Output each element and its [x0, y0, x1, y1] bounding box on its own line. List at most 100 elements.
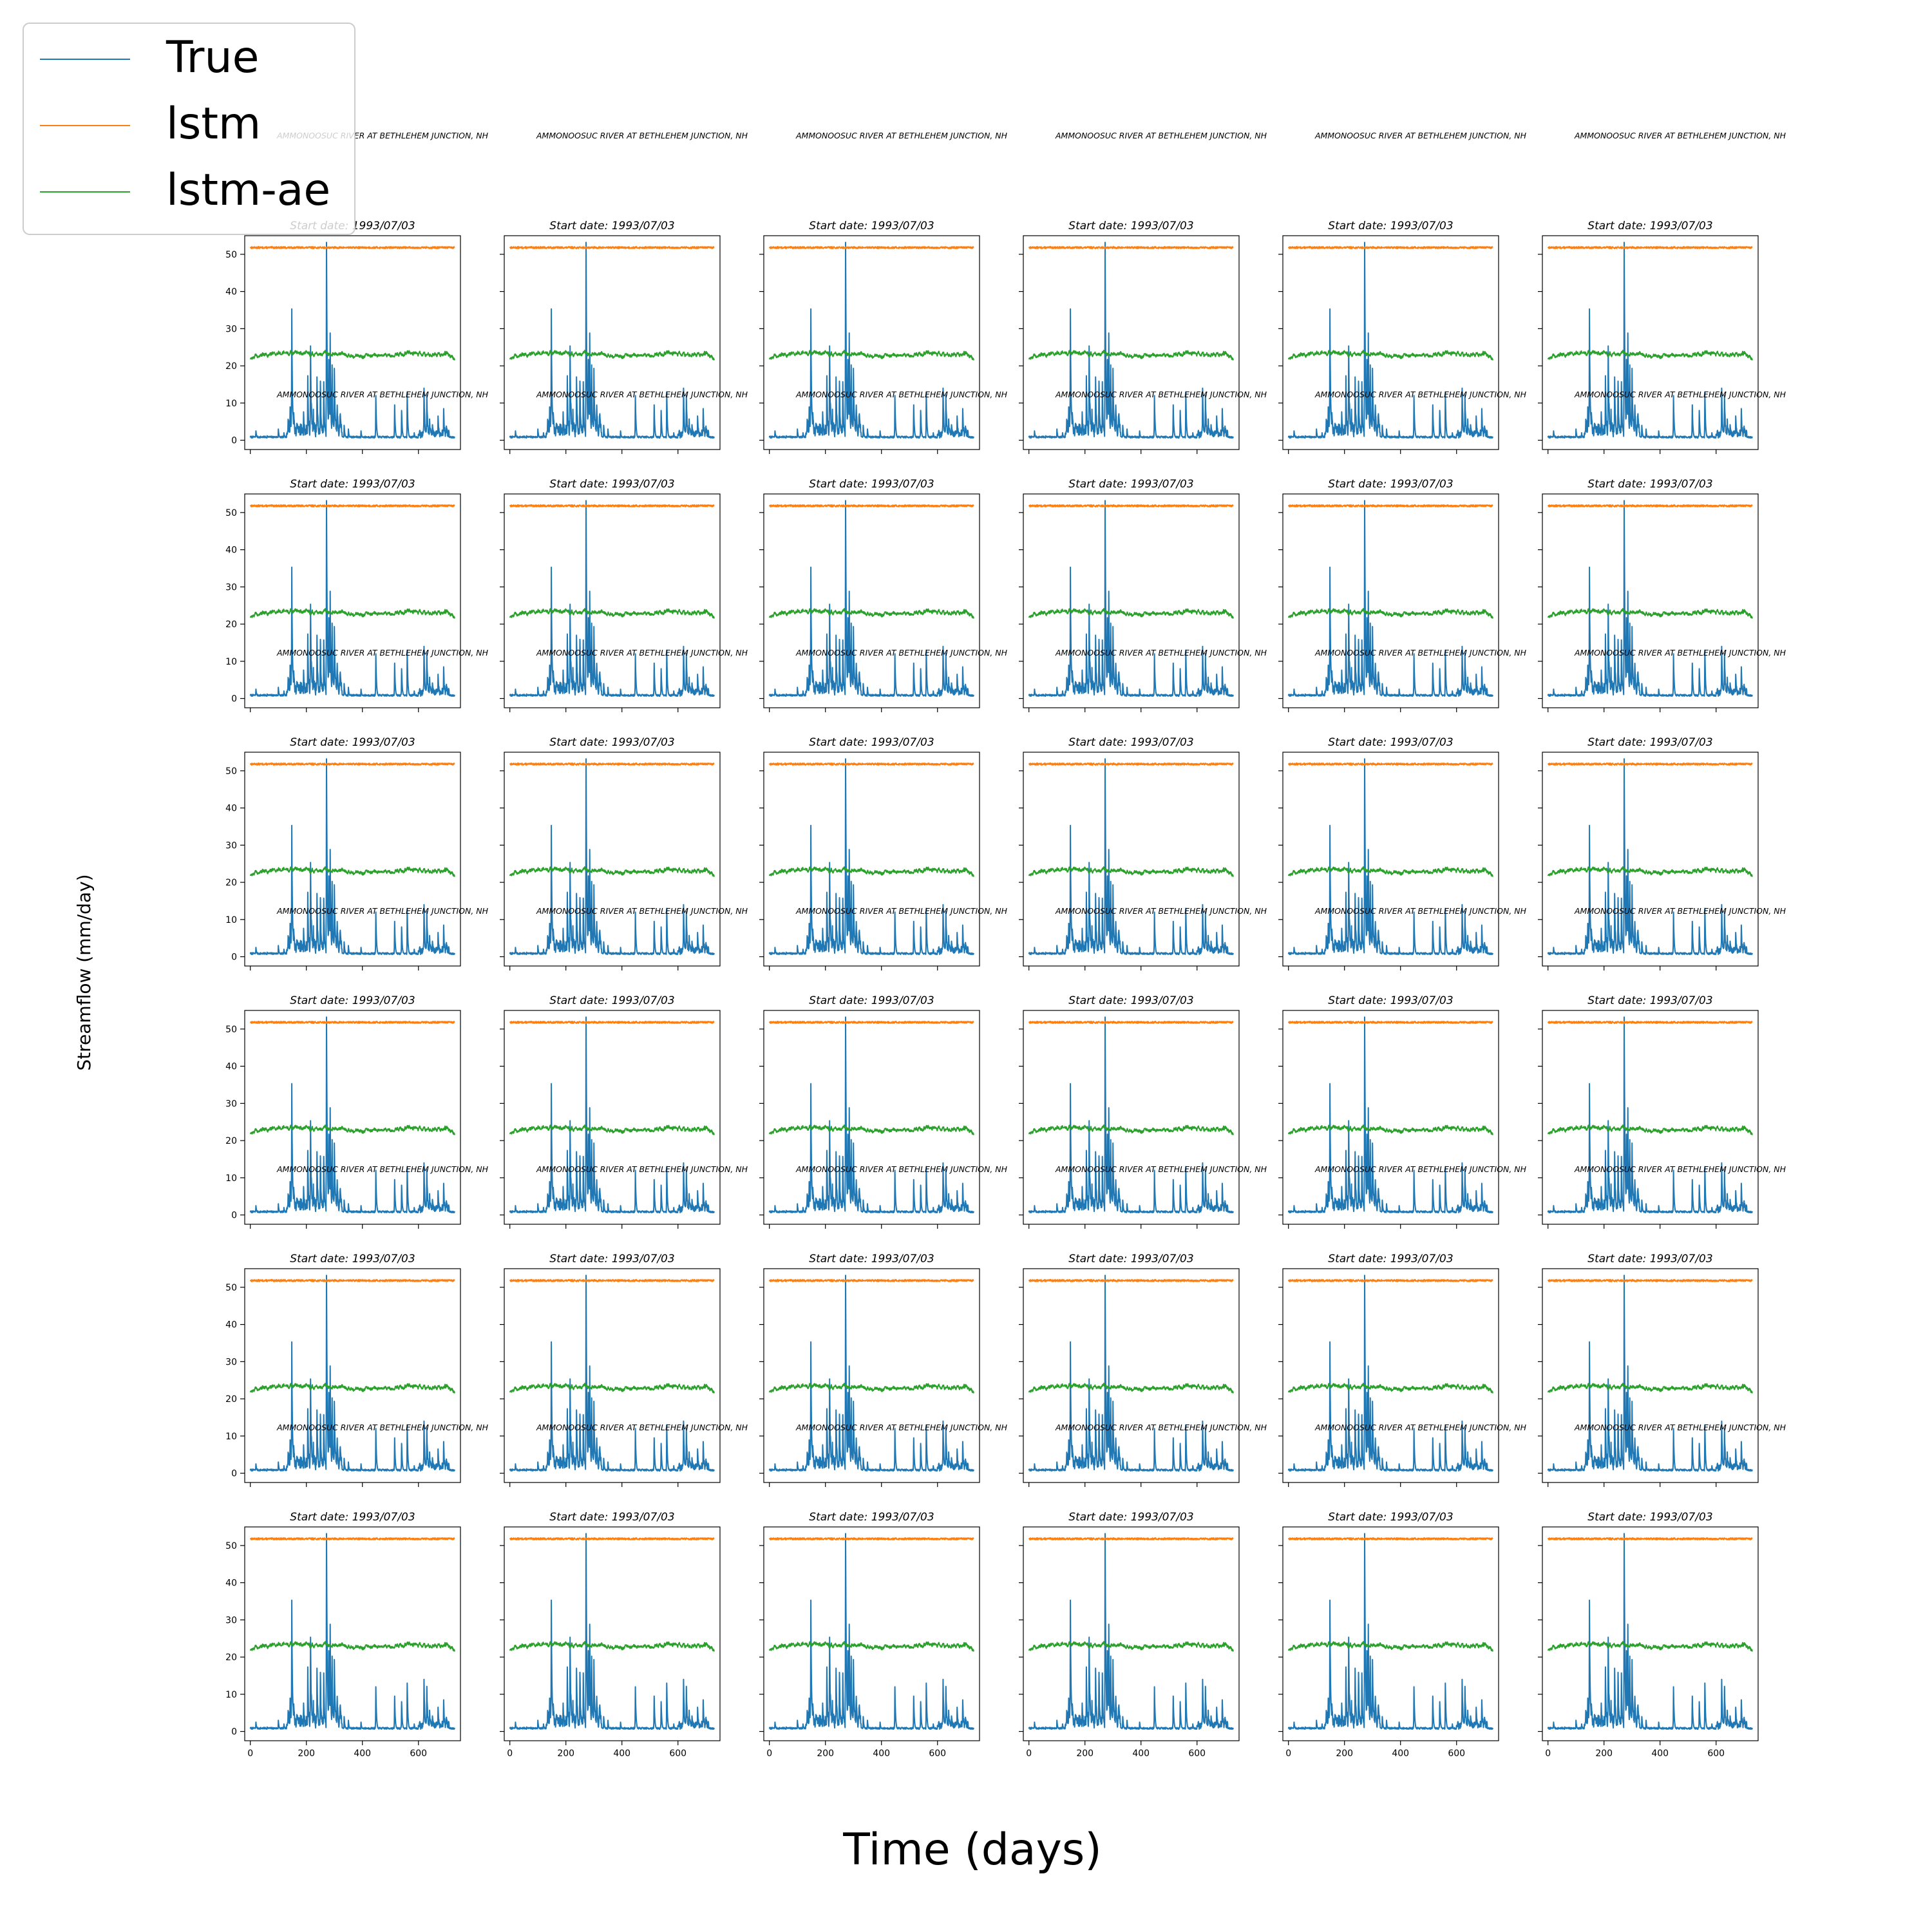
station-label: AMMONOOSUC RIVER AT BETHLEHEM JUNCTION, …: [1055, 131, 1267, 140]
subplot: Start date: 1993/07/03 AMMONOOSUC RIVER A…: [500, 1164, 748, 1487]
x-tick-label: 600: [669, 1748, 687, 1759]
lstm-series-line: [1287, 1279, 1493, 1282]
subplot-frame: [1282, 235, 1499, 450]
lstm-series-line: [1287, 246, 1493, 249]
figure-y-label: Streamflow (mm/day): [73, 874, 95, 1070]
subplot: Start date: 1993/07/03 AMMONOOSUC RIVER A…: [500, 131, 748, 454]
subplot-frame: [1282, 493, 1499, 708]
x-tick-label: 200: [817, 1748, 834, 1759]
true-series-line: [768, 1016, 974, 1214]
subplot-title: Start date: 1993/07/03: [1328, 478, 1453, 491]
lstm-series-line: [768, 1279, 974, 1282]
lstm-ae-series-line: [1028, 1641, 1234, 1652]
station-label: AMMONOOSUC RIVER AT BETHLEHEM JUNCTION, …: [276, 390, 489, 399]
subplot: Start date: 1993/07/03 AMMONOOSUC RIVER A…: [759, 131, 1008, 454]
y-tick-label: 40: [225, 545, 237, 556]
legend: True lstm lstm-ae: [23, 23, 355, 235]
subplot-frame: [504, 1268, 721, 1483]
y-tick-label: 10: [225, 1173, 237, 1184]
true-series-line: [1028, 1274, 1234, 1472]
y-tick-label: 50: [225, 1283, 237, 1293]
lstm-ae-series-line: [1287, 608, 1493, 619]
station-label: AMMONOOSUC RIVER AT BETHLEHEM JUNCTION, …: [536, 1423, 748, 1432]
y-tick-label: 20: [225, 1394, 237, 1405]
subplot-title: Start date: 1993/07/03: [549, 220, 674, 232]
subplot-title: Start date: 1993/07/03: [290, 478, 415, 491]
y-tick-label: 0: [231, 436, 237, 446]
true-series-line: [509, 1274, 715, 1472]
true-series-line: [1547, 500, 1753, 697]
lstm-ae-series-line: [768, 866, 974, 877]
subplot: Start date: 1993/07/03 AMMONOOSUC RIVER A…: [500, 906, 748, 1229]
subplot-frame: [1023, 752, 1240, 967]
subplot-frame: [1282, 1010, 1499, 1225]
subplot-frame: [763, 1268, 980, 1483]
station-label: AMMONOOSUC RIVER AT BETHLEHEM JUNCTION, …: [1574, 1423, 1786, 1432]
x-tick-label: 400: [354, 1748, 371, 1759]
subplot-frame: [1542, 1268, 1759, 1483]
x-tick-label: 0: [1026, 1748, 1032, 1759]
true-series-line: [1028, 758, 1234, 956]
true-series-line: [1028, 500, 1234, 697]
subplot-title: Start date: 1993/07/03: [1587, 736, 1712, 749]
subplot: Start date: 1993/07/03 AMMONOOSUC RIVER A…: [500, 1423, 748, 1759]
lstm-series-line: [1287, 504, 1493, 507]
true-series-line: [249, 1274, 455, 1472]
subplot: Start date: 1993/07/03 AMMONOOSUC RIVER A…: [1278, 906, 1527, 1229]
x-tick-label: 0: [507, 1748, 513, 1759]
lstm-ae-series-line: [1028, 1124, 1234, 1135]
subplot: Start date: 1993/07/03 AMMONOOSUC RIVER A…: [1278, 1164, 1527, 1487]
station-label: AMMONOOSUC RIVER AT BETHLEHEM JUNCTION, …: [795, 906, 1008, 916]
y-tick-label: 0: [231, 1469, 237, 1479]
subplot-frame: [1023, 1526, 1240, 1741]
lstm-series-line: [1547, 1279, 1753, 1282]
lstm-ae-series-line: [1028, 608, 1234, 619]
subplot-grid: Start date: 1993/07/03 AMMONOOSUC RIVER A…: [225, 131, 1786, 1759]
x-tick-label: 200: [1076, 1748, 1094, 1759]
y-tick-label: 0: [231, 952, 237, 963]
lstm-series-line: [768, 246, 974, 249]
subplot-frame: [763, 1010, 980, 1225]
subplot-frame: [1542, 752, 1759, 967]
legend-frame: [23, 23, 355, 235]
legend-label-lstm-ae: lstm-ae: [166, 165, 330, 216]
subplot-title: Start date: 1993/07/03: [549, 1253, 674, 1265]
x-tick-label: 400: [1132, 1748, 1150, 1759]
subplot-title: Start date: 1993/07/03: [1068, 736, 1193, 749]
subplot-frame: [1023, 1010, 1240, 1225]
y-tick-label: 20: [225, 1653, 237, 1663]
subplot-frame: [1542, 1526, 1759, 1741]
subplot: Start date: 1993/07/03 AMMONOOSUC RIVER A…: [1278, 131, 1527, 454]
y-tick-label: 30: [225, 324, 237, 334]
station-label: AMMONOOSUC RIVER AT BETHLEHEM JUNCTION, …: [1574, 648, 1786, 658]
subplot-title: Start date: 1993/07/03: [1068, 1511, 1193, 1524]
lstm-ae-series-line: [509, 350, 715, 361]
true-series-line: [509, 1016, 715, 1214]
lstm-ae-series-line: [768, 1641, 974, 1652]
subplot-frame: [1282, 752, 1499, 967]
lstm-ae-series-line: [1547, 608, 1753, 619]
true-series-line: [249, 1016, 455, 1214]
true-series-line: [509, 500, 715, 697]
subplot: Start date: 1993/07/03 AMMONOOSUC RIVER A…: [1538, 648, 1786, 971]
lstm-ae-series-line: [1287, 866, 1493, 877]
subplot: Start date: 1993/07/03 AMMONOOSUC RIVER A…: [1019, 648, 1267, 971]
lstm-ae-series-line: [1547, 1383, 1753, 1394]
subplot-title: Start date: 1993/07/03: [809, 736, 934, 749]
lstm-ae-series-line: [768, 608, 974, 619]
subplot: Start date: 1993/07/03 AMMONOOSUC RIVER A…: [225, 390, 489, 712]
subplot-frame: [1282, 1268, 1499, 1483]
subplot: Start date: 1993/07/03 AMMONOOSUC RIVER A…: [1278, 390, 1527, 712]
y-tick-label: 20: [225, 361, 237, 372]
true-series-line: [249, 500, 455, 697]
subplot: Start date: 1993/07/03 AMMONOOSUC RIVER A…: [759, 390, 1008, 712]
subplot: Start date: 1993/07/03 AMMONOOSUC RIVER A…: [1538, 1423, 1786, 1759]
subplot: Start date: 1993/07/03 AMMONOOSUC RIVER A…: [1278, 1423, 1527, 1759]
true-series-line: [1287, 500, 1493, 697]
lstm-series-line: [1547, 1537, 1753, 1540]
station-label: AMMONOOSUC RIVER AT BETHLEHEM JUNCTION, …: [795, 131, 1008, 140]
true-series-line: [1287, 1274, 1493, 1472]
lstm-series-line: [1287, 1021, 1493, 1024]
x-tick-label: 400: [1651, 1748, 1669, 1759]
true-series-line: [249, 242, 455, 439]
